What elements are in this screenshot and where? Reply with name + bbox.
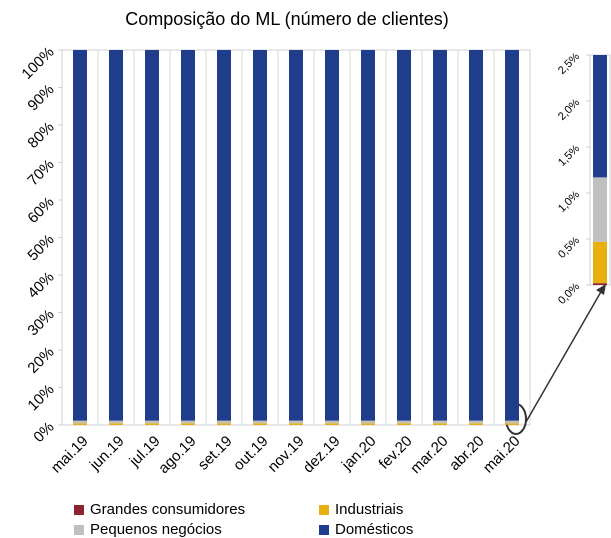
bar-segment [433, 420, 447, 424]
bar-segment [361, 423, 375, 425]
bar-segment [253, 420, 267, 424]
bar-segment [73, 50, 87, 421]
bar-segment [325, 420, 339, 424]
y-tick-label: 0,5% [556, 235, 582, 261]
y-tick-label: 1,5% [556, 143, 582, 169]
y-tick-label: 30% [24, 306, 57, 339]
y-tick-label: 80% [24, 119, 57, 152]
x-tick-label: mai.20 [480, 433, 524, 477]
bar-segment [253, 423, 267, 425]
bar-segment [593, 241, 607, 284]
bar-segment [289, 420, 303, 424]
bar-segment [593, 55, 607, 178]
x-tick-label: nov.19 [265, 433, 308, 476]
arrow-head [596, 284, 606, 295]
x-tick-label: jun.19 [86, 433, 128, 475]
bar-segment [505, 50, 519, 421]
bar-segment [505, 423, 519, 425]
bar-segment [361, 420, 375, 424]
x-tick-label: out.19 [230, 433, 272, 475]
y-tick-label: 0,0% [556, 281, 582, 307]
bar-segment [145, 420, 159, 424]
bar-segment [397, 50, 411, 421]
y-tick-label: 40% [24, 269, 57, 302]
bar-segment [109, 423, 123, 425]
bar-segment [325, 423, 339, 425]
bar-segment [433, 423, 447, 425]
bar-segment [73, 423, 87, 425]
legend-label: Grandes consumidores [90, 501, 245, 518]
bar-segment [109, 420, 123, 424]
y-tick-label: 20% [24, 344, 57, 377]
bar-segment [145, 423, 159, 425]
bar-segment [181, 423, 195, 425]
y-tick-label: 2,5% [556, 51, 582, 77]
y-tick-label: 2,0% [556, 97, 582, 123]
x-tick-label: set.19 [195, 433, 236, 474]
x-tick-label: abr.20 [446, 433, 488, 475]
y-tick-label: 70% [24, 156, 57, 189]
bar-segment [145, 50, 159, 421]
bars [593, 55, 607, 285]
bar-segment [109, 50, 123, 421]
y-tick-label: 10% [24, 381, 57, 414]
legend-label: Industriais [335, 501, 403, 518]
bar-segment [397, 423, 411, 425]
bar-segment [397, 420, 411, 424]
bar-segment [253, 50, 267, 421]
bar-segment [217, 50, 231, 421]
bar-segment [181, 420, 195, 424]
legend-label: Pequenos negócios [90, 521, 222, 538]
bar-segment [361, 50, 375, 421]
bar-segment [469, 423, 483, 425]
x-tick-label: jan.20 [338, 433, 380, 475]
chart-title: Composição do ML (número de clientes) [125, 9, 448, 29]
y-tick-label: 1,0% [556, 189, 582, 215]
bar-segment [433, 50, 447, 421]
legend-swatch [319, 505, 329, 515]
zoom-arrow [525, 289, 603, 423]
y-tick-label: 50% [24, 231, 57, 264]
x-tick-label: ago.19 [155, 433, 199, 477]
y-tick-label: 100% [18, 44, 57, 83]
y-tick-label: 90% [24, 81, 57, 114]
legend-swatch [319, 525, 329, 535]
bars [73, 50, 519, 425]
legend-label: Domésticos [335, 521, 413, 538]
legend-swatch [74, 505, 84, 515]
bar-segment [593, 177, 607, 242]
legend-swatch [74, 525, 84, 535]
bar-segment [469, 50, 483, 421]
bar-segment [73, 420, 87, 424]
bar-segment [289, 50, 303, 421]
bar-segment [181, 50, 195, 421]
bar-segment [289, 423, 303, 425]
bar-segment [325, 50, 339, 421]
bar-segment [469, 420, 483, 424]
x-tick-label: dez.19 [300, 433, 344, 477]
x-tick-label: mai.19 [48, 433, 92, 477]
bar-segment [505, 420, 519, 424]
x-tick-label: mar.20 [407, 433, 451, 477]
y-tick-label: 60% [24, 194, 57, 227]
bar-segment [217, 423, 231, 425]
bar-segment [217, 420, 231, 424]
bar-segment [593, 283, 607, 285]
y-tick-label: 0% [30, 419, 57, 446]
